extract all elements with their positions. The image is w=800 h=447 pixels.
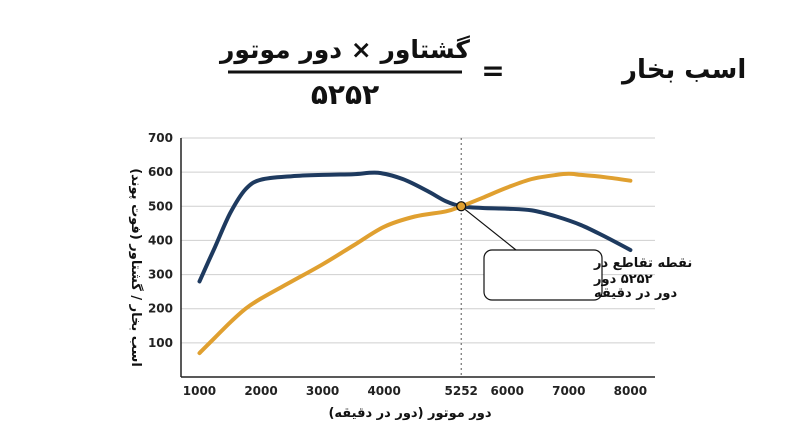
y-axis-title: اسب بخار / گشتاور (فوت پوند) <box>128 168 144 367</box>
axes <box>180 138 655 378</box>
x-tick-label: 3000 <box>306 384 339 398</box>
x-tick-label: 1000 <box>183 384 216 398</box>
x-tick-label: 8000 <box>614 384 647 398</box>
series-torque-line <box>197 170 633 284</box>
y-tick-label: 100 <box>148 336 173 350</box>
x-tick-labels: 1000 2000 3000 4000 5252 6000 7000 8000 <box>183 384 647 398</box>
y-tick-label: 500 <box>148 199 173 213</box>
x-tick-label: 7000 <box>552 384 585 398</box>
formula-equals: = <box>481 54 504 87</box>
callout-line-2: ۵۲۵۲ دور <box>593 272 653 287</box>
formula-numerator: گشتاور × دور موتور <box>218 35 470 65</box>
callout-connector <box>460 205 517 251</box>
grid <box>181 137 655 344</box>
formula-denominator: ۵۲۵۲ <box>311 78 379 111</box>
x-tick-label: 5252 <box>445 384 478 398</box>
y-tick-label: 400 <box>148 233 173 247</box>
formula-lhs: اسب بخار <box>620 55 746 85</box>
formula: اسب بخار = گشتاور × دور موتور ۵۲۵۲ <box>218 35 746 111</box>
y-tick-labels: 100 200 300 400 500 600 700 <box>148 131 173 350</box>
callout-box <box>483 249 603 301</box>
crossover-point-marker <box>456 201 467 212</box>
x-axis-title: دور موتور (دور در دقیقه) <box>328 406 491 421</box>
y-tick-label: 600 <box>148 165 173 179</box>
y-tick-label: 200 <box>148 302 173 316</box>
x-tick-label: 4000 <box>367 384 400 398</box>
callout-line-3: دور در دقیقه <box>594 286 678 301</box>
x-tick-label: 2000 <box>244 384 277 398</box>
y-tick-label: 300 <box>148 268 173 282</box>
series-power-line <box>197 171 633 356</box>
callout-line-1: نقطه تقاطع در <box>593 256 692 271</box>
y-tick-label: 700 <box>148 131 173 145</box>
x-tick-label: 6000 <box>491 384 524 398</box>
